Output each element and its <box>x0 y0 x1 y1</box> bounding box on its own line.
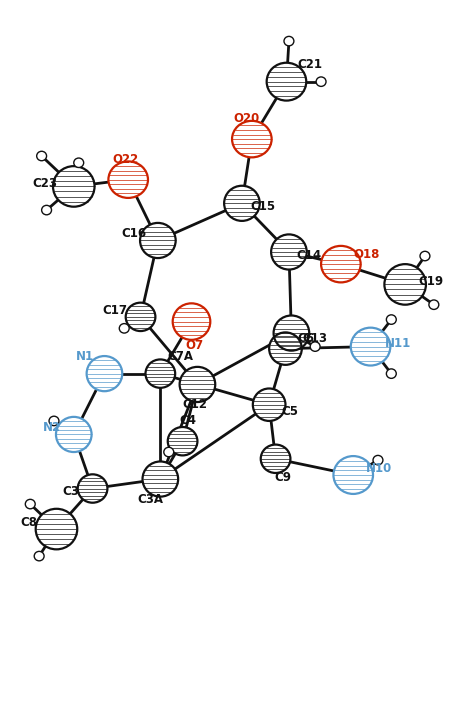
Ellipse shape <box>49 416 59 426</box>
Ellipse shape <box>384 264 426 305</box>
Ellipse shape <box>180 367 215 402</box>
Ellipse shape <box>42 206 52 215</box>
Ellipse shape <box>420 251 430 260</box>
Ellipse shape <box>36 509 77 549</box>
Text: N1: N1 <box>75 350 94 363</box>
Ellipse shape <box>269 332 302 365</box>
Text: C13: C13 <box>302 332 328 345</box>
Text: N11: N11 <box>384 337 411 350</box>
Text: C3: C3 <box>62 485 79 498</box>
Ellipse shape <box>429 300 439 310</box>
Ellipse shape <box>310 342 320 351</box>
Ellipse shape <box>273 315 309 351</box>
Ellipse shape <box>284 37 294 46</box>
Ellipse shape <box>373 455 383 465</box>
Ellipse shape <box>109 161 148 198</box>
Ellipse shape <box>53 166 94 207</box>
Text: C17: C17 <box>102 303 128 317</box>
Ellipse shape <box>146 360 175 388</box>
Text: C21: C21 <box>298 58 323 71</box>
Ellipse shape <box>386 315 396 325</box>
Ellipse shape <box>321 246 361 282</box>
Ellipse shape <box>351 327 390 365</box>
Text: O7: O7 <box>185 339 203 352</box>
Ellipse shape <box>224 186 260 221</box>
Ellipse shape <box>253 389 285 421</box>
Text: N2: N2 <box>43 421 61 434</box>
Ellipse shape <box>140 223 176 258</box>
Ellipse shape <box>25 499 35 509</box>
Text: C19: C19 <box>419 275 444 287</box>
Ellipse shape <box>168 427 198 455</box>
Text: C16: C16 <box>121 227 146 240</box>
Text: C6: C6 <box>298 332 315 345</box>
Ellipse shape <box>34 551 44 561</box>
Text: O22: O22 <box>113 153 139 166</box>
Ellipse shape <box>316 77 326 87</box>
Ellipse shape <box>173 303 210 340</box>
Text: C12: C12 <box>182 398 208 411</box>
Ellipse shape <box>271 234 307 270</box>
Text: C7A: C7A <box>167 350 193 363</box>
Text: C3A: C3A <box>137 493 164 506</box>
Ellipse shape <box>143 462 178 496</box>
Ellipse shape <box>386 369 396 378</box>
Text: C23: C23 <box>33 177 58 189</box>
Ellipse shape <box>232 121 272 158</box>
Ellipse shape <box>261 445 291 473</box>
Text: N10: N10 <box>366 462 392 474</box>
Ellipse shape <box>36 151 46 161</box>
Ellipse shape <box>74 158 84 168</box>
Ellipse shape <box>119 324 129 333</box>
Ellipse shape <box>267 63 306 101</box>
Text: C5: C5 <box>282 405 299 418</box>
Text: O18: O18 <box>354 248 380 260</box>
Text: C9: C9 <box>274 471 292 484</box>
Ellipse shape <box>87 356 122 391</box>
Ellipse shape <box>333 456 373 494</box>
Ellipse shape <box>56 417 91 452</box>
Ellipse shape <box>164 447 173 457</box>
Text: C14: C14 <box>296 249 321 262</box>
Text: C15: C15 <box>250 200 275 213</box>
Ellipse shape <box>78 474 108 503</box>
Text: O20: O20 <box>234 113 260 125</box>
Text: C8: C8 <box>21 516 38 529</box>
Ellipse shape <box>126 303 155 331</box>
Text: C4: C4 <box>179 415 196 427</box>
